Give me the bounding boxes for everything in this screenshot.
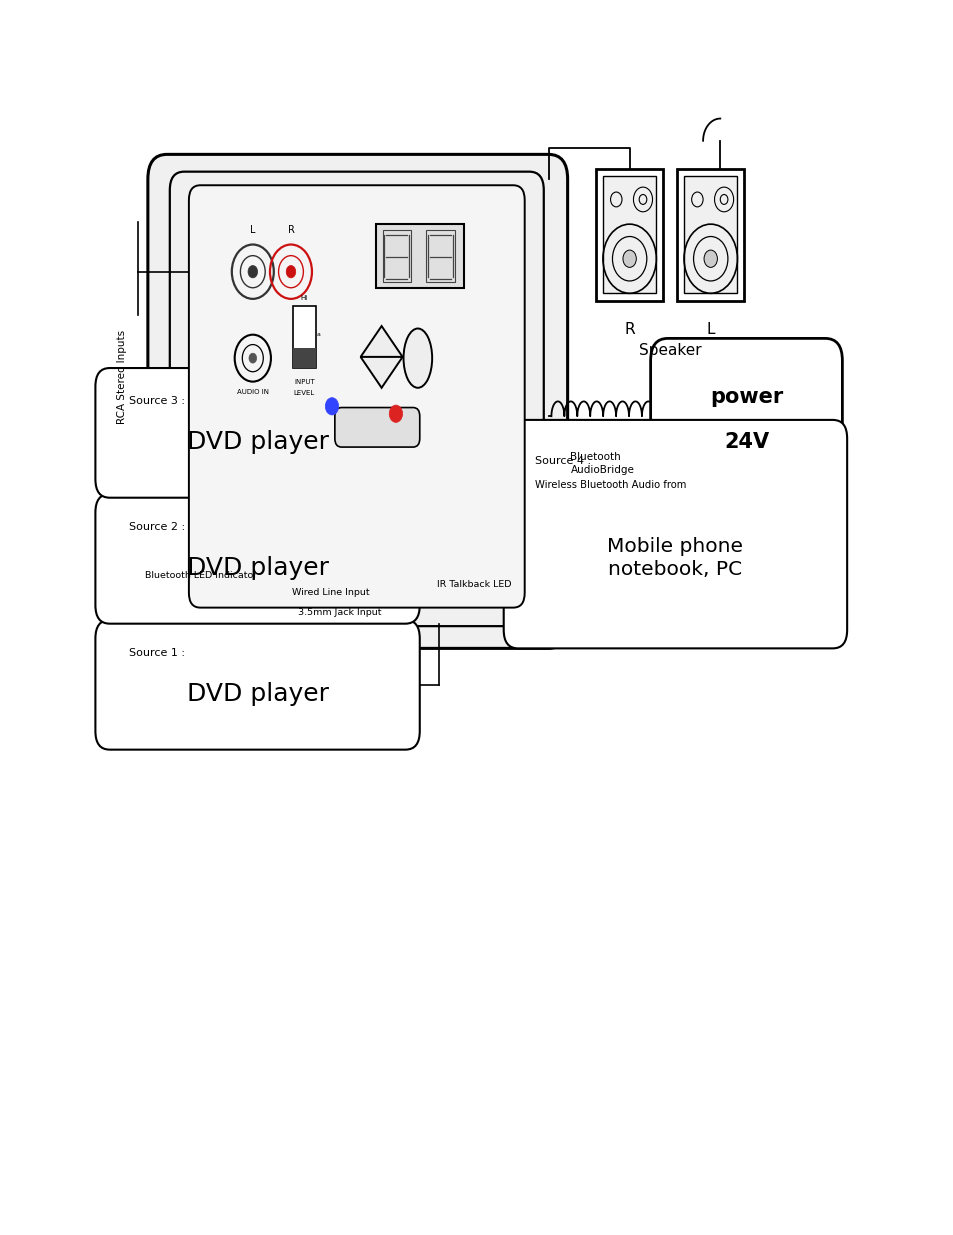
- Circle shape: [622, 249, 636, 267]
- FancyBboxPatch shape: [683, 175, 737, 293]
- FancyBboxPatch shape: [650, 338, 841, 494]
- FancyBboxPatch shape: [602, 175, 656, 293]
- Text: Hi: Hi: [300, 295, 308, 301]
- Polygon shape: [360, 326, 402, 357]
- Circle shape: [325, 398, 338, 415]
- FancyBboxPatch shape: [95, 494, 419, 624]
- Text: L: L: [706, 322, 714, 337]
- Text: RCA Stereo Inputs: RCA Stereo Inputs: [117, 330, 127, 424]
- Text: 3.5mm Jack Input: 3.5mm Jack Input: [297, 608, 381, 616]
- Text: L: L: [250, 225, 255, 235]
- Text: LEVEL: LEVEL: [294, 390, 314, 396]
- Text: IR Talkback LED: IR Talkback LED: [436, 580, 511, 589]
- Text: Speaker: Speaker: [639, 342, 700, 358]
- FancyBboxPatch shape: [677, 168, 743, 301]
- FancyBboxPatch shape: [596, 168, 662, 301]
- Text: 24V: 24V: [723, 432, 768, 452]
- Text: power: power: [709, 388, 782, 408]
- Text: Bluetooth LED Indicator: Bluetooth LED Indicator: [145, 571, 257, 579]
- FancyBboxPatch shape: [95, 368, 419, 498]
- Text: Wired Line Input: Wired Line Input: [292, 588, 369, 597]
- Circle shape: [248, 266, 257, 278]
- Text: INPUT: INPUT: [294, 379, 314, 385]
- Text: DVD player: DVD player: [187, 430, 328, 454]
- Text: R: R: [287, 225, 294, 235]
- Text: Bluetooth
AudioBridge: Bluetooth AudioBridge: [570, 452, 634, 474]
- Circle shape: [249, 353, 256, 363]
- Text: Source 4 :: Source 4 :: [535, 456, 591, 466]
- FancyBboxPatch shape: [189, 185, 524, 608]
- Text: Wireless Bluetooth Audio from: Wireless Bluetooth Audio from: [535, 480, 686, 490]
- Circle shape: [389, 405, 402, 422]
- Text: a: a: [316, 332, 320, 337]
- Text: Source 2 :: Source 2 :: [129, 522, 185, 532]
- Text: Source 1 :: Source 1 :: [129, 648, 185, 658]
- FancyBboxPatch shape: [335, 408, 419, 447]
- Polygon shape: [360, 357, 402, 388]
- Circle shape: [703, 249, 717, 267]
- Ellipse shape: [403, 329, 432, 388]
- FancyBboxPatch shape: [293, 306, 315, 368]
- Text: R: R: [623, 322, 635, 337]
- Text: Source 3 :: Source 3 :: [129, 396, 185, 406]
- Text: DVD player: DVD player: [187, 556, 328, 580]
- Text: DVD player: DVD player: [187, 682, 328, 706]
- Text: Mobile phone
notebook, PC: Mobile phone notebook, PC: [607, 537, 742, 579]
- FancyBboxPatch shape: [293, 348, 315, 368]
- FancyBboxPatch shape: [148, 154, 567, 648]
- FancyBboxPatch shape: [95, 620, 419, 750]
- FancyBboxPatch shape: [375, 224, 463, 288]
- Circle shape: [286, 266, 295, 278]
- FancyBboxPatch shape: [503, 420, 846, 648]
- Text: AUDIO IN: AUDIO IN: [236, 389, 269, 395]
